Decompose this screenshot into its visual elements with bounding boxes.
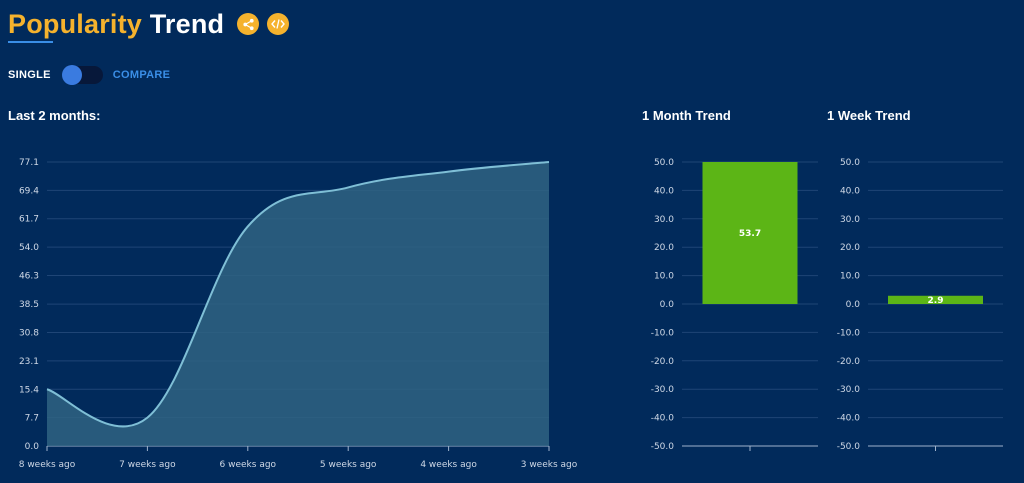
x-tick-label: 6 weeks ago: [220, 460, 277, 470]
y-tick-label: 40.0: [654, 186, 674, 196]
y-tick-label: -10.0: [837, 328, 861, 338]
single-label[interactable]: SINGLE: [8, 69, 51, 81]
y-tick-label: -10.0: [651, 328, 675, 338]
x-tick-label: 3 weeks ago: [521, 460, 578, 470]
area-fill: [47, 162, 549, 446]
embed-code-button[interactable]: [267, 13, 290, 35]
trend-bar: [888, 295, 983, 304]
area-line: [46, 161, 550, 428]
header: Popularity Trend: [8, 4, 290, 44]
y-tick-label: 10.0: [840, 272, 860, 282]
x-tick-label: 5 weeks ago: [320, 460, 377, 470]
week-trend-label: 1 Week Trend: [827, 108, 911, 123]
code-embed-icon: [271, 19, 286, 29]
y-tick-label: 20.0: [654, 243, 674, 253]
trend-bar: [702, 162, 798, 304]
y-tick-label: 30.8: [19, 329, 39, 339]
y-tick-label: 10.0: [654, 272, 674, 282]
y-tick-label: 23.1: [19, 357, 39, 367]
y-tick-label: 0.0: [846, 300, 861, 310]
y-tick-label: 0.0: [25, 442, 40, 452]
y-tick-label: -20.0: [837, 357, 861, 367]
y-tick-label: 50.0: [654, 158, 674, 168]
switch-knob[interactable]: [61, 65, 82, 85]
y-tick-label: 61.7: [19, 215, 39, 225]
x-tick-label: 7 weeks ago: [119, 460, 176, 470]
page-title-popularity: Popularity: [8, 8, 143, 39]
y-tick-label: 69.4: [19, 186, 39, 196]
mode-toggle: SINGLE COMPARE: [8, 65, 170, 85]
bar-value-label: 2.9: [928, 296, 944, 306]
mode-switch[interactable]: [61, 65, 103, 85]
y-tick-label: -20.0: [651, 357, 675, 367]
y-tick-label: 38.5: [19, 300, 39, 310]
y-tick-label: 7.7: [25, 414, 39, 424]
y-tick-label: -40.0: [837, 414, 861, 424]
area-chart: 0.0 7.7 15.4 23.1 30.8 38.5 46.3 54.0 61.7 69.4 77…: [19, 158, 578, 470]
y-tick-label: 46.3: [19, 271, 39, 281]
y-tick-label: -50.0: [651, 442, 675, 452]
area-chart-y-axis: 0.0 7.7 15.4 23.1 30.8 38.5 46.3 54.0 61.7 69.4 77…: [19, 158, 39, 452]
area-chart-x-axis: 8 weeks ago 7 weeks ago 6 weeks ago 5 weeks…: [19, 446, 578, 470]
x-tick-label: 8 weeks ago: [19, 460, 76, 470]
main-chart-label: Last 2 months:: [8, 108, 101, 123]
y-tick-label: -50.0: [837, 442, 861, 452]
y-tick-label: 40.0: [840, 186, 860, 196]
page-title: Popularity Trend: [8, 9, 224, 40]
y-tick-label: 77.1: [19, 158, 39, 168]
month-trend-label: 1 Month Trend: [642, 108, 731, 123]
y-tick-label: -30.0: [837, 385, 861, 395]
title-underline: [8, 41, 53, 43]
y-tick-label: 20.0: [840, 243, 860, 253]
y-tick-label: 54.0: [19, 243, 39, 253]
share-button[interactable]: [237, 13, 260, 35]
y-tick-label: 30.0: [840, 215, 860, 225]
bar-value-label: 53.7: [739, 229, 761, 239]
y-tick-label: 0.0: [660, 300, 675, 310]
x-tick-label: 4 weeks ago: [420, 460, 477, 470]
y-tick-label: 50.0: [840, 158, 860, 168]
y-tick-label: -40.0: [651, 414, 675, 424]
y-tick-label: 15.4: [19, 385, 39, 395]
y-tick-label: -30.0: [651, 385, 675, 395]
compare-label[interactable]: COMPARE: [112, 69, 171, 81]
share-icon: [243, 18, 254, 30]
y-tick-label: 30.0: [654, 215, 674, 225]
page-title-trend: Trend: [149, 8, 225, 39]
